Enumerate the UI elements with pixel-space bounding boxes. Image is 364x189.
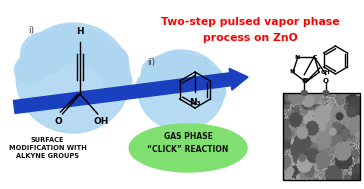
Text: N: N (302, 78, 308, 84)
Ellipse shape (204, 82, 226, 102)
Text: C: C (313, 55, 317, 60)
Text: ii): ii) (147, 57, 155, 67)
Text: Two-step pulsed vapor phase: Two-step pulsed vapor phase (161, 17, 339, 27)
Ellipse shape (69, 31, 112, 67)
Ellipse shape (195, 66, 223, 90)
Text: H: H (76, 27, 84, 36)
Ellipse shape (301, 91, 307, 95)
Ellipse shape (161, 51, 193, 79)
Text: N: N (294, 55, 300, 60)
Ellipse shape (46, 25, 89, 63)
Ellipse shape (21, 32, 69, 74)
Text: SURFACE
MODIFICATION WITH
ALKYNE GROUPS: SURFACE MODIFICATION WITH ALKYNE GROUPS (9, 137, 87, 159)
FancyArrow shape (13, 68, 248, 113)
Ellipse shape (138, 50, 225, 130)
Ellipse shape (129, 124, 247, 172)
Ellipse shape (323, 91, 329, 95)
Text: N₃: N₃ (189, 98, 201, 107)
Ellipse shape (178, 56, 211, 82)
Text: CH: CH (321, 70, 331, 75)
Text: i): i) (28, 26, 34, 35)
Ellipse shape (142, 57, 178, 87)
Text: N: N (289, 69, 295, 74)
Text: OH: OH (94, 117, 109, 126)
Text: process on ZnO: process on ZnO (203, 33, 297, 43)
Ellipse shape (137, 74, 161, 94)
Text: O: O (301, 78, 307, 84)
Ellipse shape (16, 23, 130, 133)
Ellipse shape (92, 45, 128, 78)
Text: O: O (323, 78, 329, 84)
Ellipse shape (15, 55, 47, 84)
Ellipse shape (103, 67, 132, 94)
Text: GAS PHASE
“CLICK” REACTION: GAS PHASE “CLICK” REACTION (147, 132, 229, 154)
Text: O: O (55, 117, 62, 126)
Bar (284, 93, 360, 180)
